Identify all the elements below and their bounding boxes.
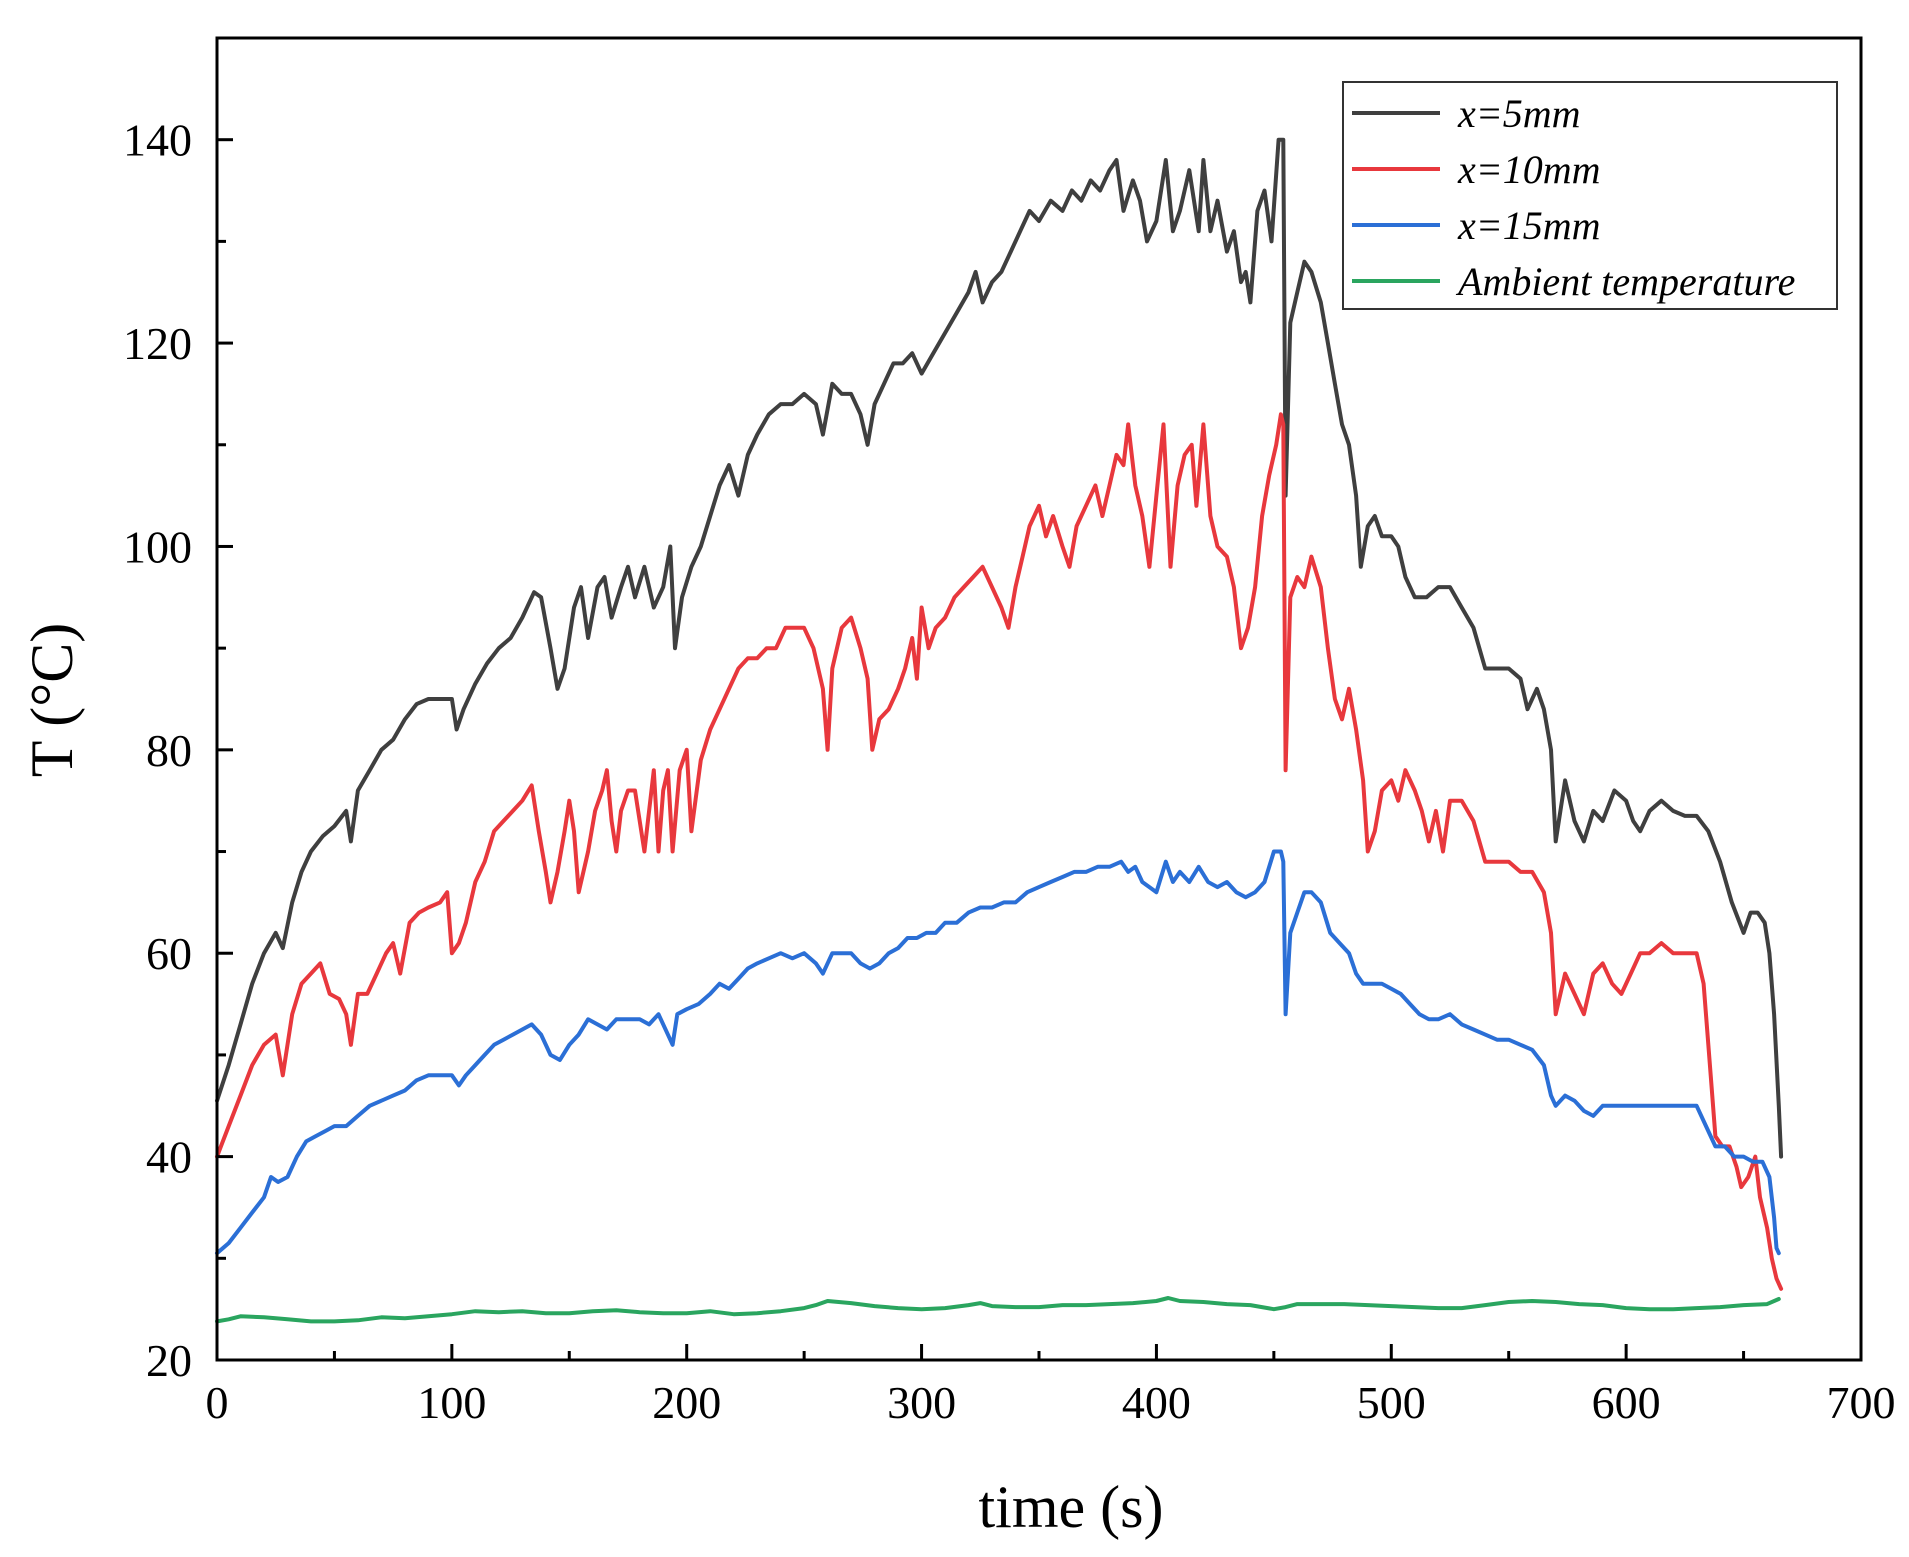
x-tick-label-0: 0: [206, 1377, 229, 1428]
x-tick-label-400: 400: [1122, 1377, 1191, 1428]
y-tick-label-20: 20: [146, 1335, 192, 1386]
legend-label-3: Ambient temperature: [1455, 259, 1795, 304]
legend-label-2: x=15mm: [1457, 203, 1601, 248]
legend-box: [1342, 81, 1838, 310]
y-tick-label-40: 40: [146, 1132, 192, 1183]
y-tick-label-100: 100: [123, 521, 192, 572]
x-axis-title: time (s): [979, 1474, 1164, 1540]
y-axis-ticks: [217, 36, 233, 1362]
legend: x=5mm x=10mm x=15mm Ambient temperature: [1342, 81, 1838, 310]
series-line-0: [215, 137, 1784, 1159]
y-tick-label-120: 120: [123, 318, 192, 369]
legend-label-1: x=10mm: [1457, 147, 1601, 192]
y-tick-label-140: 140: [123, 115, 192, 166]
legend-label-0: x=5mm: [1457, 91, 1581, 136]
y-tick-label-60: 60: [146, 928, 192, 979]
y-axis-title: T (°C): [19, 623, 85, 778]
series-line-3: [215, 1296, 1781, 1324]
series-line-2: [215, 849, 1781, 1256]
y-tick-label-80: 80: [146, 725, 192, 776]
series-line-1: [215, 412, 1784, 1291]
plot-series-group: [215, 137, 1784, 1324]
y-axis-tick-labels: 20 40 60 80 100 120 140: [123, 115, 192, 1386]
x-tick-label-200: 200: [652, 1377, 721, 1428]
x-tick-label-500: 500: [1357, 1377, 1426, 1428]
x-tick-label-300: 300: [887, 1377, 956, 1428]
x-tick-label-600: 600: [1592, 1377, 1661, 1428]
x-tick-label-100: 100: [417, 1377, 486, 1428]
x-axis-tick-labels: 0 100 200 300 400 500 600 700: [206, 1377, 1896, 1428]
x-tick-label-700: 700: [1827, 1377, 1896, 1428]
x-axis-ticks: [215, 1344, 1863, 1360]
